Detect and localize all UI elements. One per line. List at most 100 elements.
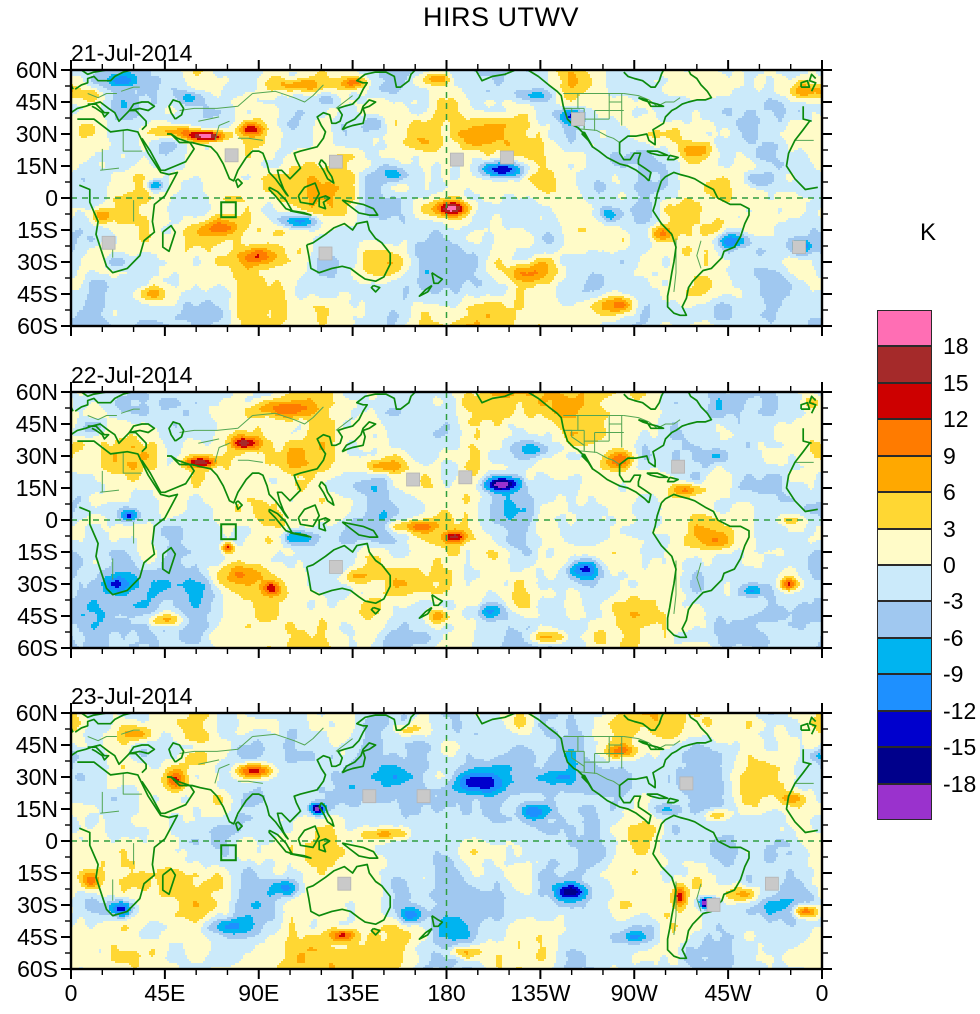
colorbar-swatch bbox=[877, 528, 932, 565]
coastline bbox=[646, 472, 669, 479]
panel-date-1: 21-Jul-2014 bbox=[71, 40, 193, 66]
coastline bbox=[418, 927, 433, 940]
country-border-line bbox=[122, 772, 142, 795]
coastline bbox=[170, 70, 416, 197]
country-border-line bbox=[252, 84, 324, 103]
lat-tick-label: 30S bbox=[17, 249, 58, 275]
coastline bbox=[638, 418, 665, 430]
coastline bbox=[161, 546, 177, 575]
missing-data-square bbox=[328, 559, 343, 574]
lon-tick-label: 0 bbox=[815, 980, 829, 1006]
lat-tick-label: 60S bbox=[17, 635, 58, 661]
missing-data-square bbox=[706, 898, 721, 912]
coastline bbox=[234, 500, 243, 511]
lat-tick-label: 60N bbox=[15, 379, 58, 405]
colorbar-tick-label: -12 bbox=[943, 697, 977, 724]
colorbar-swatch bbox=[877, 601, 932, 638]
coastline bbox=[800, 79, 811, 88]
coastline bbox=[87, 746, 110, 761]
coastline bbox=[141, 133, 195, 172]
country-border-line bbox=[252, 727, 324, 746]
missing-data-square bbox=[449, 152, 464, 167]
missing-data-square bbox=[571, 112, 585, 126]
lat-tick-label: 30N bbox=[15, 443, 58, 469]
coastline bbox=[170, 392, 416, 519]
coastline bbox=[77, 761, 818, 917]
map-overlay-1 bbox=[61, 60, 832, 336]
coastline bbox=[623, 392, 665, 410]
coastline bbox=[71, 101, 812, 131]
coastline bbox=[268, 508, 293, 534]
country-border-line bbox=[237, 459, 263, 463]
missing-data-square bbox=[792, 240, 806, 255]
colorbar-swatch bbox=[877, 783, 932, 820]
coastline bbox=[74, 713, 132, 733]
country-border-line bbox=[100, 810, 120, 814]
coastline bbox=[666, 154, 679, 161]
missing-data-square bbox=[679, 776, 694, 791]
coastline bbox=[418, 284, 433, 297]
colorbar-swatch bbox=[877, 455, 932, 493]
lon-tick-label: 135E bbox=[325, 980, 380, 1006]
missing-data-square bbox=[406, 472, 421, 487]
colorbar-swatch bbox=[877, 346, 932, 383]
coastline bbox=[161, 867, 177, 896]
lat-tick-label: 45S bbox=[17, 924, 58, 950]
country-border-line bbox=[120, 408, 140, 414]
coastline bbox=[234, 178, 243, 189]
country-border-line bbox=[179, 415, 253, 433]
missing-data-square bbox=[337, 876, 352, 891]
figure-title: HIRS UTWV bbox=[423, 2, 579, 32]
coastline bbox=[170, 713, 416, 840]
lat-tick-label: 60S bbox=[17, 313, 58, 339]
coastline bbox=[638, 96, 665, 108]
coastline bbox=[666, 797, 679, 804]
coastline bbox=[318, 195, 331, 210]
country-border-line bbox=[198, 759, 220, 765]
coastline bbox=[87, 103, 110, 118]
coastline bbox=[581, 453, 594, 470]
coastline bbox=[161, 224, 177, 253]
coastline bbox=[623, 713, 665, 731]
coastline bbox=[297, 182, 321, 206]
panel-date-3: 23-Jul-2014 bbox=[71, 683, 193, 709]
coastline bbox=[623, 70, 665, 88]
coastline bbox=[141, 776, 195, 815]
coastline bbox=[71, 423, 812, 453]
coastline bbox=[646, 793, 669, 800]
coastline bbox=[652, 814, 750, 960]
lat-tick-label: 60N bbox=[15, 700, 58, 726]
country-border-line bbox=[214, 120, 230, 141]
coastline bbox=[341, 99, 377, 131]
coastline bbox=[800, 722, 811, 731]
colorbar-tick-label: -6 bbox=[943, 624, 964, 651]
coastline bbox=[646, 150, 669, 157]
lat-tick-label: 0 bbox=[45, 828, 58, 854]
coastline bbox=[618, 70, 713, 182]
coastline bbox=[652, 493, 750, 639]
missing-data-square bbox=[362, 789, 377, 804]
colorbar-swatch bbox=[877, 310, 932, 347]
lat-tick-label: 15S bbox=[17, 217, 58, 243]
coastline bbox=[305, 863, 392, 926]
basemap-layer bbox=[71, 392, 822, 648]
map-overlay-2 bbox=[61, 382, 832, 658]
lat-tick-label: 60N bbox=[15, 57, 58, 83]
coastline bbox=[474, 713, 516, 725]
country-border-line bbox=[237, 780, 263, 784]
lon-tick-label: 180 bbox=[427, 980, 466, 1006]
colorbar-tick-label: -3 bbox=[943, 588, 964, 615]
colorbar-swatch bbox=[877, 637, 932, 675]
coastline bbox=[527, 713, 650, 825]
coastline bbox=[289, 852, 312, 859]
country-border-line bbox=[198, 116, 220, 122]
country-border-line bbox=[214, 763, 230, 784]
coastline bbox=[128, 101, 156, 112]
lat-tick-label: 30N bbox=[15, 764, 58, 790]
lat-tick-label: 15N bbox=[15, 153, 58, 179]
colorbar-tick-label: 6 bbox=[943, 479, 956, 506]
coastline bbox=[71, 744, 812, 774]
coastline bbox=[370, 927, 381, 936]
coastline bbox=[74, 392, 132, 412]
coastline bbox=[341, 521, 379, 538]
